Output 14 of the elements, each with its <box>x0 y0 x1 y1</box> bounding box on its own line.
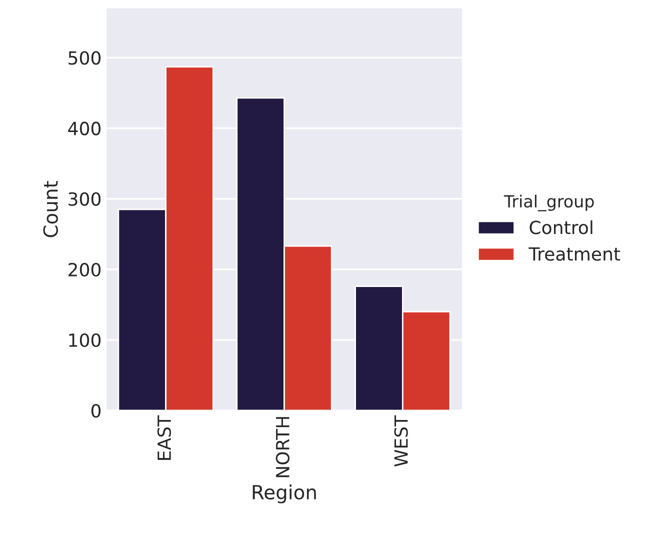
x-tick-label: WEST <box>394 415 408 467</box>
y-axis-title: Count <box>43 180 58 238</box>
y-tick-label: 300 <box>68 192 101 206</box>
y-tick-label: 400 <box>68 122 101 136</box>
y-tick-label: 500 <box>68 51 101 65</box>
x-axis-title: Region <box>252 484 316 504</box>
y-tick-label: 200 <box>68 262 101 276</box>
legend-title: Trial_group <box>504 194 594 212</box>
x-tick-label: EAST <box>157 415 172 460</box>
y-tick-label: 0 <box>91 404 101 418</box>
legend-label: Treatment <box>528 247 620 261</box>
y-tick-label: 100 <box>69 333 101 348</box>
x-tick-label: NORTH <box>276 417 290 478</box>
legend-label: Control <box>530 220 592 234</box>
